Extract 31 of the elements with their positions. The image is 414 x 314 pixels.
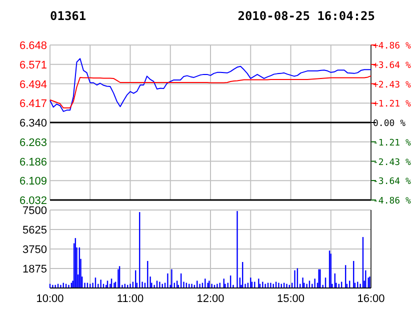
y2-tick-label: +2.43 % xyxy=(373,80,412,90)
y-tick-label: 7500 xyxy=(22,205,47,217)
y-tick-label: 1875 xyxy=(22,264,47,276)
y2-tick-label: -4.86 % xyxy=(373,196,412,206)
chart-title: 01361 xyxy=(50,9,86,23)
y-tick-label: 6.109 xyxy=(19,176,47,188)
x-tick-label: 15:00 xyxy=(276,293,305,305)
x-tick-label: 12:00 xyxy=(196,293,224,305)
y2-tick-label: -3.64 % xyxy=(373,177,412,188)
y-tick-label: 6.340 xyxy=(19,118,47,130)
y2-tick-label: 0.00 % xyxy=(373,119,406,129)
y-tick-label: 5625 xyxy=(22,224,47,236)
y-tick-label: 3750 xyxy=(22,244,47,256)
x-tick-label: 11:00 xyxy=(116,293,144,305)
y-tick-label: 6.571 xyxy=(19,59,47,72)
y-tick-label: 6.032 xyxy=(19,195,47,207)
line-series xyxy=(50,75,372,108)
y-tick-label: 6.417 xyxy=(19,98,47,110)
x-tick-label: 10:00 xyxy=(36,293,64,305)
y2-tick-label: +1.21 % xyxy=(373,100,412,110)
text: 2010-08-25 16:04:25 xyxy=(238,9,375,23)
x-tick-label: 16:00 xyxy=(357,293,385,305)
y2-tick-label: +3.64 % xyxy=(373,60,412,71)
line-series xyxy=(50,58,372,112)
y-tick-label: 6.648 xyxy=(19,40,47,52)
y-tick-label: 6.263 xyxy=(19,136,47,149)
y-tick-label: 6.494 xyxy=(19,78,47,91)
y-tick-label: 6.186 xyxy=(19,156,47,168)
y2-tick-label: -1.21 % xyxy=(373,138,412,148)
y2-tick-label: +4.86 % xyxy=(373,42,412,52)
y2-tick-label: -2.43 % xyxy=(373,158,412,168)
